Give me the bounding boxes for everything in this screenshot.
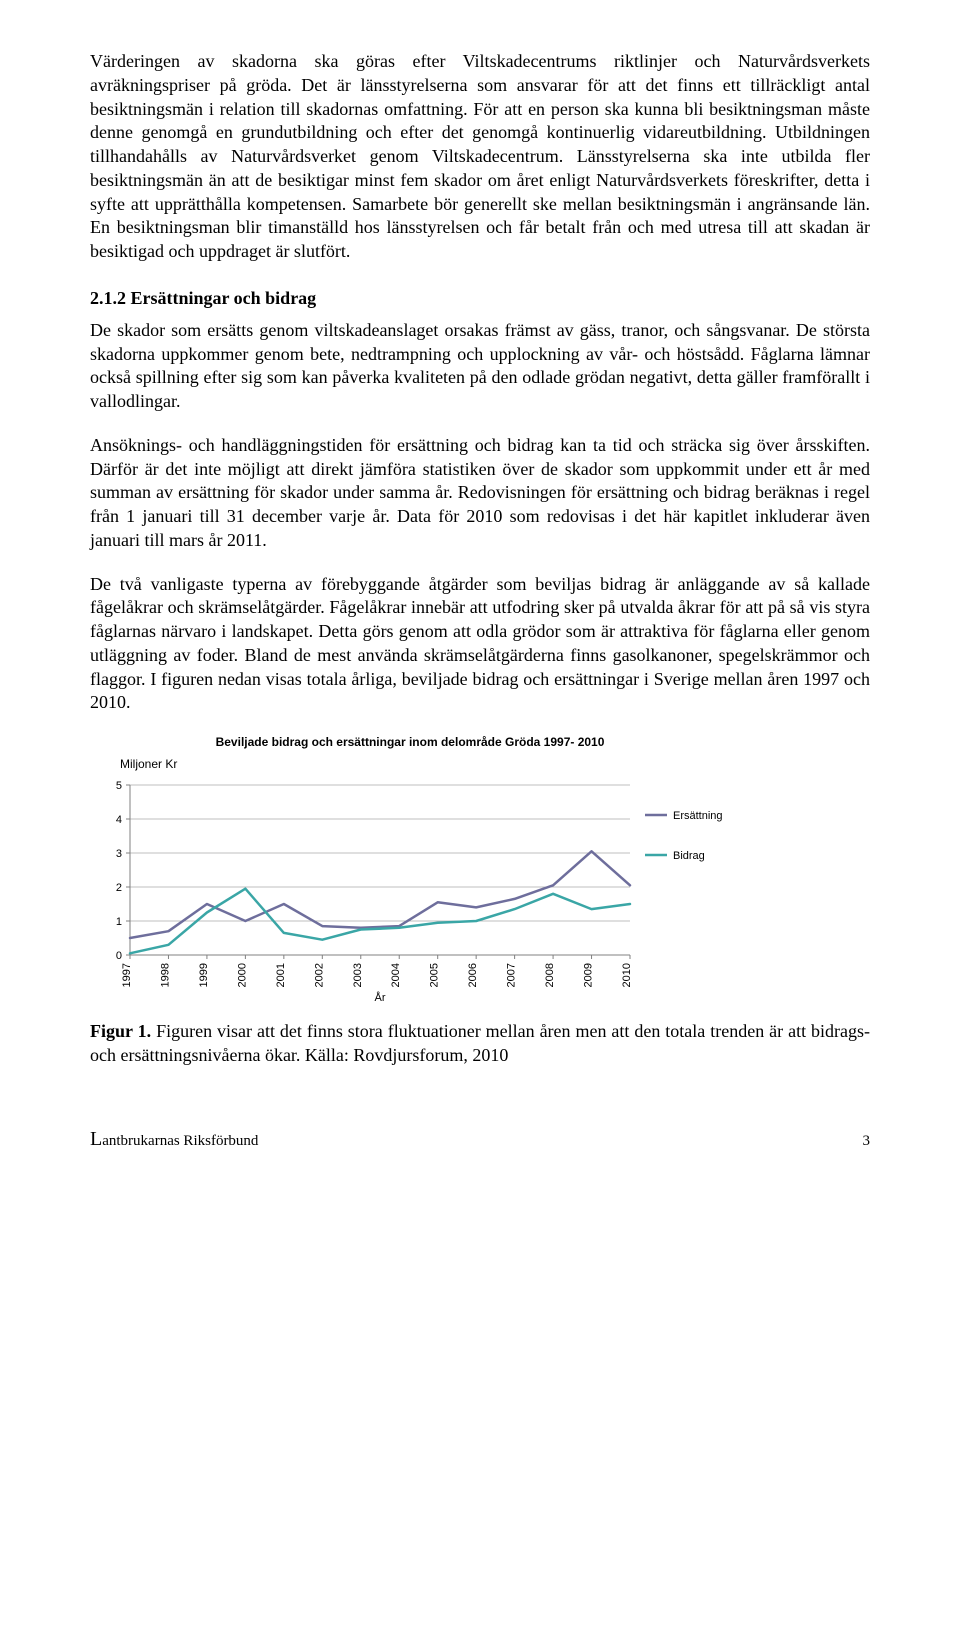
figure-caption-label: Figur 1. — [90, 1021, 151, 1041]
svg-text:2000: 2000 — [236, 963, 248, 987]
paragraph-4: De två vanligaste typerna av förebyggand… — [90, 573, 870, 716]
figure-caption-text: Figuren visar att det finns stora fluktu… — [90, 1021, 870, 1065]
svg-text:Ersättning: Ersättning — [673, 810, 723, 822]
svg-text:1997: 1997 — [121, 963, 133, 987]
footer-page-number: 3 — [863, 1133, 871, 1150]
footer-org: Lantbrukarnas Riksförbund — [90, 1128, 258, 1151]
svg-text:2001: 2001 — [275, 963, 287, 987]
svg-text:0: 0 — [116, 950, 122, 962]
paragraph-2: De skador som ersätts genom viltskadeans… — [90, 319, 870, 414]
paragraph-3: Ansöknings- och handläggningstiden för e… — [90, 434, 870, 553]
figure-caption: Figur 1. Figuren visar att det finns sto… — [90, 1020, 870, 1068]
svg-text:4: 4 — [116, 814, 122, 826]
chart-title: Beviljade bidrag och ersättningar inom d… — [90, 735, 730, 749]
svg-text:3: 3 — [116, 848, 122, 860]
svg-text:1998: 1998 — [159, 963, 171, 987]
svg-text:2005: 2005 — [429, 963, 441, 987]
svg-text:1: 1 — [116, 916, 122, 928]
svg-text:5: 5 — [116, 780, 122, 792]
svg-text:2008: 2008 — [544, 963, 556, 987]
chart-container: Beviljade bidrag och ersättningar inom d… — [90, 735, 730, 1010]
page-footer: Lantbrukarnas Riksförbund 3 — [90, 1128, 870, 1151]
svg-text:Bidrag: Bidrag — [673, 850, 705, 862]
svg-text:2009: 2009 — [583, 963, 595, 987]
footer-org-rest: antbrukarnas Riksförbund — [102, 1133, 258, 1149]
svg-text:2002: 2002 — [313, 963, 325, 987]
svg-text:1999: 1999 — [198, 963, 210, 987]
page: Värderingen av skadorna ska göras efter … — [0, 0, 960, 1191]
svg-text:2003: 2003 — [352, 963, 364, 987]
subheading-ersattningar: 2.1.2 Ersättningar och bidrag — [90, 288, 870, 309]
paragraph-1: Värderingen av skadorna ska göras efter … — [90, 50, 870, 264]
svg-text:2004: 2004 — [390, 963, 402, 987]
svg-text:2007: 2007 — [506, 963, 518, 987]
chart-ylabel: Miljoner Kr — [120, 757, 730, 771]
svg-text:2006: 2006 — [467, 963, 479, 987]
chart-svg: 0 1 2 3 4 5 1997 1998 1999 2000 2001 2002 2003 2004 20… — [90, 775, 730, 1005]
svg-text:År: År — [375, 991, 386, 1004]
svg-text:2: 2 — [116, 882, 122, 894]
svg-text:2010: 2010 — [621, 963, 633, 987]
footer-big-l: L — [90, 1128, 102, 1150]
